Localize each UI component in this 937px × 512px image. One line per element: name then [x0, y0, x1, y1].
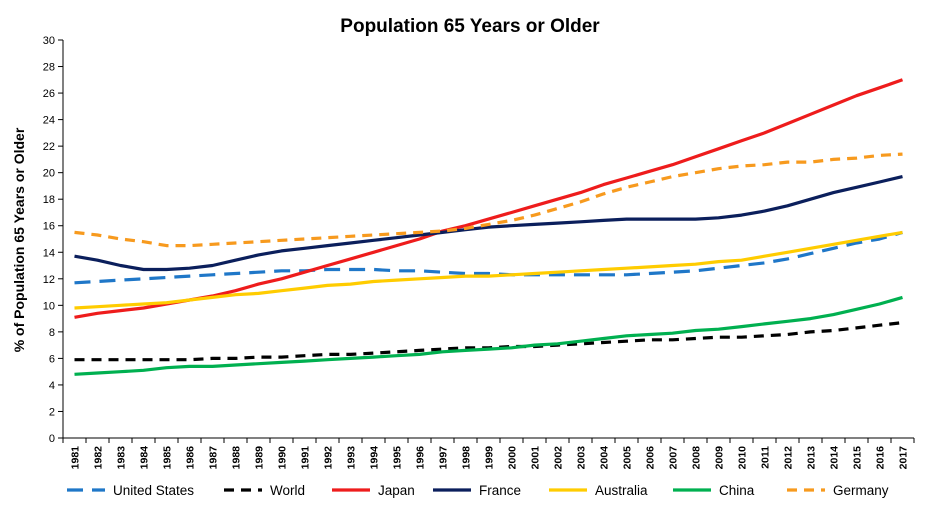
x-tick-label: 2002 [553, 446, 565, 470]
series-line-germany [74, 152, 903, 248]
x-tick-label: 2013 [806, 446, 818, 470]
x-tick-label: 1996 [415, 446, 427, 470]
x-tick-label: 1997 [438, 446, 450, 470]
y-tick-label: 2 [49, 406, 55, 418]
x-tick-label: 1994 [369, 446, 381, 470]
y-tick-label: 26 [43, 88, 55, 100]
x-tick-label: 2003 [576, 446, 588, 470]
y-tick-label: 4 [49, 380, 55, 392]
legend-label-china: China [719, 483, 755, 498]
y-tick-label: 18 [43, 194, 55, 206]
series-line-world [74, 321, 903, 362]
x-tick-label: 2016 [875, 446, 887, 470]
x-tick-label: 2010 [737, 446, 749, 470]
x-tick-label: 1989 [254, 446, 266, 470]
x-tick-label: 1985 [162, 446, 174, 470]
legend-label-australia: Australia [595, 483, 648, 498]
legend-label-france: France [479, 483, 521, 498]
x-tick-label: 2008 [691, 446, 703, 470]
x-axis: 1981 1982 1983 1984 1985 1986 1987 1988 1989 1990… [62, 437, 915, 470]
x-tick-label: 1988 [231, 446, 243, 470]
y-axis-title: % of Population 65 Years or Older [11, 127, 27, 352]
series-line-china [74, 295, 903, 376]
legend-label-united-states: United States [113, 483, 194, 498]
x-tick-label: 1984 [139, 446, 151, 470]
x-tick-label: 2007 [668, 446, 680, 470]
x-tick-label: 1991 [300, 446, 312, 470]
series-line-france [74, 175, 903, 272]
x-tick-label: 2005 [622, 446, 634, 470]
x-tick-label: 2011 [760, 446, 772, 469]
x-tick-label: 2000 [507, 446, 519, 470]
x-tick-label: 1987 [208, 446, 220, 470]
x-tick-label: 1999 [484, 446, 496, 470]
y-tick-label: 30 [43, 35, 55, 47]
x-tick-label: 1998 [461, 446, 473, 470]
x-tick-label: 1992 [323, 446, 335, 470]
x-tick-label: 2006 [645, 446, 657, 470]
series-line-australia [74, 230, 903, 310]
y-tick-label: 24 [43, 115, 55, 127]
y-tick-label: 0 [49, 433, 55, 445]
x-tick-label: 1982 [93, 446, 105, 470]
y-tick-label: 28 [43, 62, 55, 74]
legend-label-germany: Germany [833, 483, 889, 498]
y-tick-label: 6 [49, 353, 55, 365]
chart-title: Population 65 Years or Older [340, 16, 600, 37]
x-tick-label: 2001 [530, 446, 542, 470]
x-tick-label: 2017 [898, 446, 910, 470]
legend-label-japan: Japan [378, 483, 415, 498]
x-tick-label: 1993 [346, 446, 358, 470]
x-tick-label: 2009 [714, 446, 726, 470]
y-tick-label: 8 [49, 327, 55, 339]
x-tick-label: 1983 [116, 446, 128, 470]
y-tick-label: 14 [43, 247, 55, 259]
x-tick-label: 1981 [70, 446, 82, 470]
x-tick-label: 1995 [392, 446, 404, 470]
y-tick-label: 20 [43, 168, 55, 180]
x-tick-label: 1990 [277, 446, 289, 470]
x-tick-label: 2015 [852, 446, 864, 470]
y-tick-label: 12 [43, 274, 55, 286]
x-tick-label: 2012 [783, 446, 795, 470]
series-line-united-states [74, 230, 903, 285]
series-line-japan [74, 78, 904, 319]
x-tick-label: 1986 [185, 446, 197, 470]
series-group [74, 78, 904, 376]
legend-label-world: World [270, 483, 305, 498]
y-tick-label: 16 [43, 221, 55, 233]
x-tick-label: 2004 [599, 446, 611, 470]
x-tick-label: 2014 [829, 446, 841, 470]
y-tick-label: 22 [43, 141, 55, 153]
legend: United States World Japan France Australia Ch… [67, 483, 889, 498]
y-tick-label: 10 [43, 300, 55, 312]
